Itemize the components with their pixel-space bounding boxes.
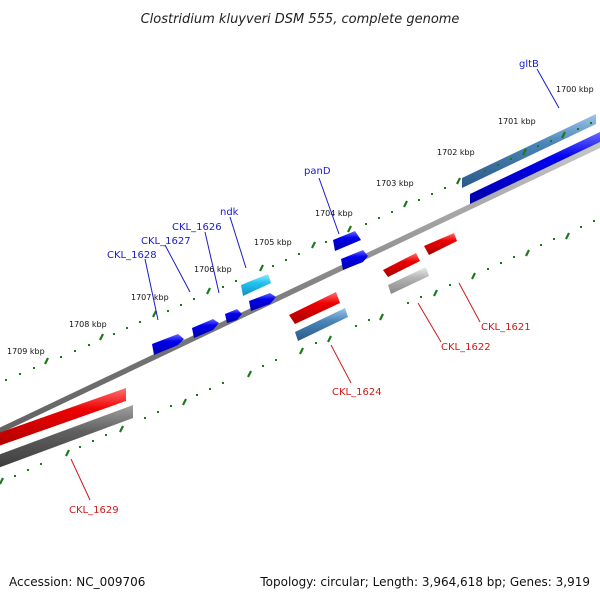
gene-label-CKL_1624[interactable]: CKL_1624 [332, 387, 382, 398]
gene-arrow-CKL_1628[interactable] [152, 334, 184, 355]
gene-arrow-panD[interactable] [333, 231, 361, 251]
gene-arrow-CKL_1622-grey[interactable] [388, 267, 429, 294]
gene-arrow-CKL_1627[interactable] [192, 319, 219, 338]
kbp-label-1709: 1709 kbp [7, 347, 45, 356]
gene-label-CKL_1627[interactable]: CKL_1627 [141, 236, 191, 247]
CKL_1629-gene-red[interactable] [0, 388, 126, 449]
CKL_1629-gene-dark[interactable] [0, 405, 133, 471]
gene-arrow-ndk-selected[interactable] [241, 274, 271, 296]
kbp-label-1708: 1708 kbp [69, 320, 107, 329]
kbp-label-1704: 1704 kbp [315, 209, 353, 218]
kbp-label-1702: 1702 kbp [437, 148, 475, 157]
gene-arrow-CKL_1624[interactable] [289, 292, 340, 324]
gene-label-CKL_1628[interactable]: CKL_1628 [107, 250, 157, 261]
gene-arrow-CKL_1624-steel[interactable] [295, 308, 348, 341]
forward-tick-track [5, 122, 592, 381]
forward-leader-lines [144, 68, 560, 321]
kbp-label-1705: 1705 kbp [254, 238, 292, 247]
map-title: Clostridium kluyveri DSM 555, complete g… [141, 12, 460, 27]
gene-label-CKL_1622[interactable]: CKL_1622 [441, 342, 491, 353]
kbp-label-1707: 1707 kbp [131, 293, 169, 302]
gene-arrow-ndk[interactable] [249, 293, 276, 311]
gene-label-CKL_1621[interactable]: CKL_1621 [481, 322, 531, 333]
kbp-label-1700: 1700 kbp [556, 85, 594, 94]
accession-text: Accession: NC_009706 [9, 575, 145, 589]
topology-text: Topology: circular; Length: 3,964,618 bp… [259, 575, 590, 589]
gene-arrow-CKL_1621[interactable] [424, 233, 457, 255]
genome-backbone [0, 142, 600, 434]
reverse-leader-lines [70, 282, 481, 501]
kbp-label-1701: 1701 kbp [498, 117, 536, 126]
gene-label-ndk[interactable]: ndk [220, 207, 239, 218]
gene-label-CKL_1629[interactable]: CKL_1629 [69, 505, 119, 516]
kbp-label-1706: 1706 kbp [194, 265, 232, 274]
gltB-gene-steel[interactable] [462, 114, 596, 188]
forward-major-ticks [44, 131, 566, 365]
gene-label-CKL_1626[interactable]: CKL_1626 [172, 222, 222, 233]
reverse-tick-track [14, 220, 595, 477]
gene-arrow-CKL_1622[interactable] [383, 253, 420, 277]
gltB-gene-forward[interactable] [470, 132, 600, 204]
kbp-label-1703: 1703 kbp [376, 179, 414, 188]
gene-label-gltB[interactable]: gltB [519, 59, 539, 70]
gene-arrow-CKL_1626[interactable] [225, 309, 242, 323]
gene-arrow-panD-2[interactable] [341, 250, 368, 270]
gene-label-panD[interactable]: panD [304, 166, 331, 177]
reverse-major-ticks [0, 232, 570, 485]
